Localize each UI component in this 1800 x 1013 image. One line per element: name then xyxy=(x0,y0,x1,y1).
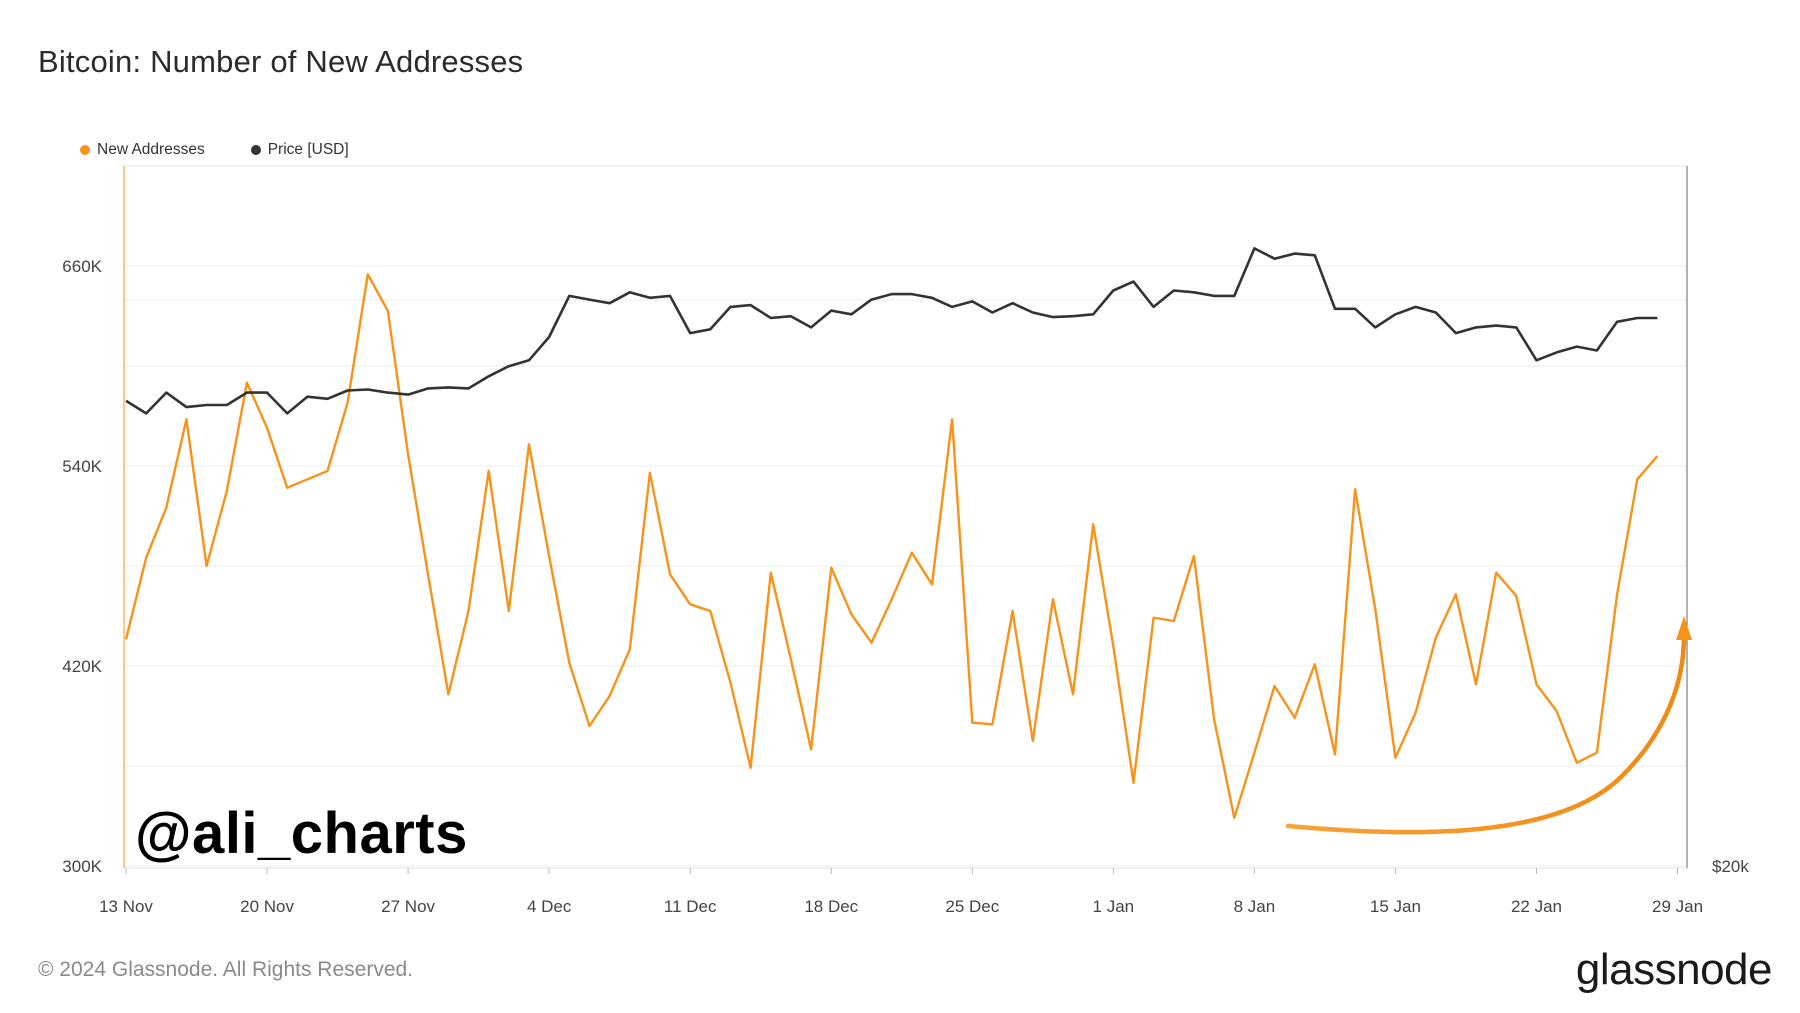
x-tick-label: 29 Jan xyxy=(1652,897,1703,916)
series-new-addresses-line xyxy=(124,273,1659,819)
y2-tick-label: $20k xyxy=(1712,857,1749,876)
y-tick-label: 300K xyxy=(62,857,102,876)
y-tick-label: 660K xyxy=(62,257,102,276)
x-tick-label: 1 Jan xyxy=(1093,897,1135,916)
annotation-arrow-curve xyxy=(1285,633,1687,835)
glassnode-logo: glassnode xyxy=(1575,945,1773,994)
legend: New Addresses Price [USD] xyxy=(80,141,349,159)
x-tick-label: 4 Dec xyxy=(527,897,572,916)
x-tick-label: 13 Nov xyxy=(99,897,153,916)
x-tick-label: 18 Dec xyxy=(804,897,858,916)
y-tick-label: 420K xyxy=(62,657,102,676)
chart-title: Bitcoin: Number of New Addresses xyxy=(38,44,524,79)
legend-label-new-addresses: New Addresses xyxy=(97,141,205,158)
series-price-line xyxy=(125,247,1658,415)
x-tick-label: 20 Nov xyxy=(240,897,294,916)
legend-dot-price xyxy=(250,145,261,155)
x-tick-label: 15 Jan xyxy=(1370,897,1421,916)
x-tick-label: 8 Jan xyxy=(1234,897,1276,916)
x-tick-label: 11 Dec xyxy=(664,897,717,916)
legend-dot-new-addresses xyxy=(80,145,90,155)
legend-item-price[interactable]: Price [USD] xyxy=(250,141,349,159)
copyright-footer: © 2024 Glassnode. All Rights Reserved. xyxy=(38,958,414,981)
x-tick-label: 25 Dec xyxy=(945,897,999,916)
plot-frame xyxy=(123,165,1688,869)
x-tick-label: 27 Nov xyxy=(381,897,435,916)
y-tick-label: 540K xyxy=(62,457,102,476)
annotation-arrow-head xyxy=(1676,616,1692,640)
watermark: @ali_charts xyxy=(135,801,468,866)
legend-label-price: Price [USD] xyxy=(267,141,349,158)
legend-item-new-addresses[interactable]: New Addresses xyxy=(80,141,205,159)
x-tick-label: 22 Jan xyxy=(1511,897,1562,916)
